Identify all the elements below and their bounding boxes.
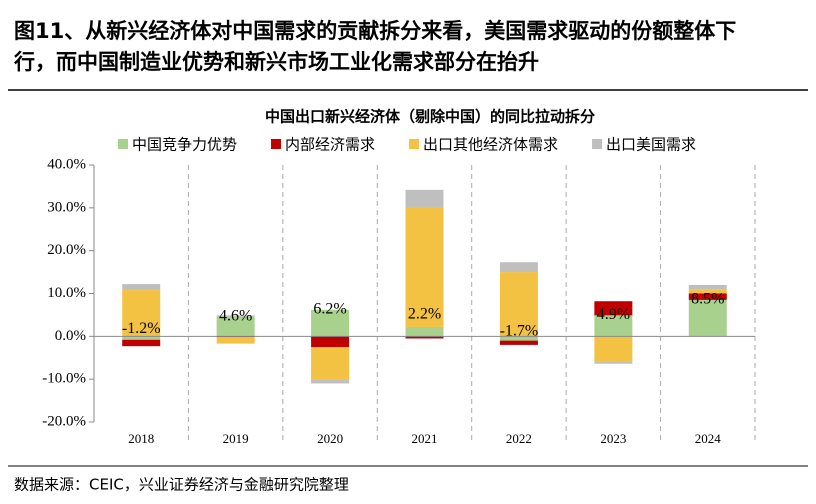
bar-segment xyxy=(311,347,350,380)
y-tick-label: 40.0% xyxy=(47,156,86,172)
legend-swatch xyxy=(271,139,282,149)
bar-segment xyxy=(405,206,444,327)
x-tick-label: 2024 xyxy=(695,431,722,446)
bar-segment xyxy=(594,301,633,316)
x-tick-label: 2021 xyxy=(412,431,438,446)
bar-segment xyxy=(311,309,350,337)
bar-segment xyxy=(688,284,727,290)
y-tick-label: 30.0% xyxy=(47,199,86,215)
bar-segment xyxy=(594,361,633,364)
legend-swatch xyxy=(118,139,128,149)
x-tick-label: 2020 xyxy=(317,431,343,446)
legend-label: 中国竞争力优势 xyxy=(132,136,237,154)
y-tick-label: -10.0% xyxy=(42,371,86,387)
bar-segment xyxy=(216,315,255,317)
legend-swatch xyxy=(409,139,420,149)
chart-title: 中国出口新兴经济体（剔除中国）的同比拉动拆分 xyxy=(265,108,595,126)
bar-segment xyxy=(499,262,538,273)
bar-segment xyxy=(499,272,538,337)
x-tick-label: 2019 xyxy=(223,431,249,446)
legend-swatch xyxy=(592,139,603,149)
x-tick-label: 2023 xyxy=(600,431,626,446)
net-label: 8.5% xyxy=(691,291,724,308)
bar-segment xyxy=(688,299,727,337)
bar-segment xyxy=(311,336,350,348)
bar-segment xyxy=(594,315,633,337)
bar-segment xyxy=(216,337,255,344)
heading-line: 图11、从新兴经济体对中国需求的贡献拆分来看，美国需求驱动的份额整体下 xyxy=(14,19,737,43)
x-tick-label: 2022 xyxy=(506,431,532,446)
net-label: 4.6% xyxy=(219,307,252,324)
heading: 图11、从新兴经济体对中国需求的贡献拆分来看，美国需求驱动的份额整体下 行，而中… xyxy=(14,16,736,78)
bar-segment xyxy=(122,336,161,340)
net-label: 6.2% xyxy=(313,300,346,317)
bar-segment xyxy=(311,379,350,384)
bar-segment xyxy=(594,336,633,362)
bar-segment xyxy=(499,336,538,341)
source: 数据来源：CEIC，兴业证券经济与金融研究院整理 xyxy=(14,476,349,494)
bar-segment xyxy=(499,340,538,345)
legend-label: 内部经济需求 xyxy=(285,136,375,154)
x-tick-label: 2018 xyxy=(128,431,154,446)
net-label: 4.9% xyxy=(597,306,630,323)
bar-segment xyxy=(122,339,161,347)
y-tick-label: 20.0% xyxy=(47,242,86,258)
bar-segment xyxy=(688,293,727,300)
y-tick-label: -20.0% xyxy=(42,413,86,429)
heading-line: 行，而中国制造业优势和新兴市场工业化需求部分在抬升 xyxy=(14,50,539,74)
legend-label: 出口其他经济体需求 xyxy=(423,136,558,154)
bar-segment xyxy=(688,289,727,294)
bar-segment xyxy=(405,326,444,337)
y-tick-label: 10.0% xyxy=(47,285,86,301)
bar-segment xyxy=(405,189,444,207)
net-label: -1.2% xyxy=(122,320,161,337)
bar-segment xyxy=(216,316,255,337)
y-tick-label: 0.0% xyxy=(55,328,86,344)
net-label: -1.7% xyxy=(500,322,539,339)
bar-segment xyxy=(122,290,161,337)
legend-label: 出口美国需求 xyxy=(606,136,696,154)
bar-segment xyxy=(405,336,444,339)
bar-segment xyxy=(122,284,161,291)
net-label: 2.2% xyxy=(408,306,441,323)
